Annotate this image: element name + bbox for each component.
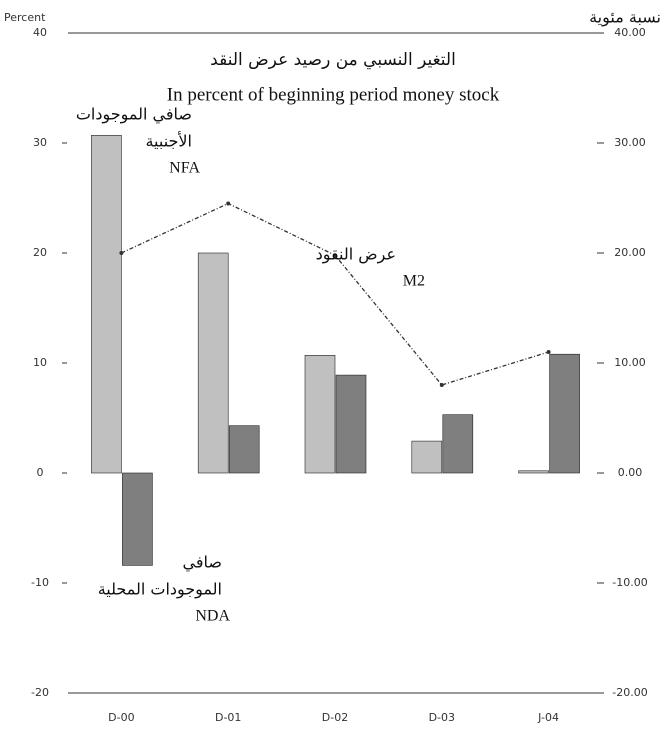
bar bbox=[335, 374, 367, 474]
y-tick-label: 30 bbox=[33, 136, 47, 149]
y2-tick-label: 20.00 bbox=[614, 246, 646, 259]
series-name: NFA bbox=[169, 160, 200, 177]
series-name: M2 bbox=[403, 273, 425, 290]
y-tick-label: 20 bbox=[33, 246, 47, 259]
line-point bbox=[546, 350, 551, 354]
x-tick-label: D-00 bbox=[108, 711, 134, 724]
y-tick-label: 10 bbox=[33, 356, 47, 369]
annotation: عرض النقود bbox=[316, 245, 396, 265]
y-tick-label: 40 bbox=[33, 26, 47, 39]
line-point bbox=[333, 253, 337, 258]
line-point bbox=[226, 201, 231, 206]
y2-tick-label: 0.00 bbox=[618, 466, 643, 479]
line-point bbox=[119, 251, 124, 255]
y2-tick-label: 40.00 bbox=[614, 26, 646, 39]
x-tick-label: J-04 bbox=[537, 711, 559, 724]
series-name: NDA bbox=[195, 608, 230, 625]
y2-tick-label: 30.00 bbox=[614, 136, 646, 149]
bar bbox=[122, 472, 153, 566]
y2-tick-label: 10.00 bbox=[614, 356, 646, 369]
y-tick-label: -20 bbox=[31, 686, 49, 699]
bar bbox=[228, 425, 260, 474]
annotation: صافي bbox=[183, 553, 222, 573]
bar bbox=[518, 470, 549, 474]
y2-tick-label: -20.00 bbox=[612, 686, 647, 699]
bar bbox=[549, 353, 580, 474]
x-tick-label: D-03 bbox=[429, 711, 455, 724]
bar bbox=[197, 252, 229, 474]
y-axis-label: Percent bbox=[4, 11, 46, 24]
chart-subtitle: In percent of beginning period money sto… bbox=[167, 84, 500, 105]
x-tick-label: D-02 bbox=[322, 711, 348, 724]
bar bbox=[411, 440, 443, 474]
bar bbox=[304, 354, 336, 474]
bar bbox=[91, 135, 122, 474]
line-point bbox=[439, 383, 444, 387]
y-tick-label: -10 bbox=[31, 576, 49, 589]
y2-tick-label: -10.00 bbox=[612, 576, 647, 589]
annotation: صافي الموجودات bbox=[76, 105, 192, 125]
x-tick-label: D-01 bbox=[215, 711, 241, 724]
y-tick-label: 0 bbox=[37, 466, 44, 479]
annotation: الأجنبية bbox=[145, 131, 192, 151]
y2-axis-label: نسبة مئوية bbox=[589, 8, 661, 28]
bar bbox=[442, 414, 474, 474]
annotation: الموجودات المحلية bbox=[98, 580, 222, 600]
chart-title: التغير النسبي من رصيد عرض النقد bbox=[210, 50, 456, 70]
